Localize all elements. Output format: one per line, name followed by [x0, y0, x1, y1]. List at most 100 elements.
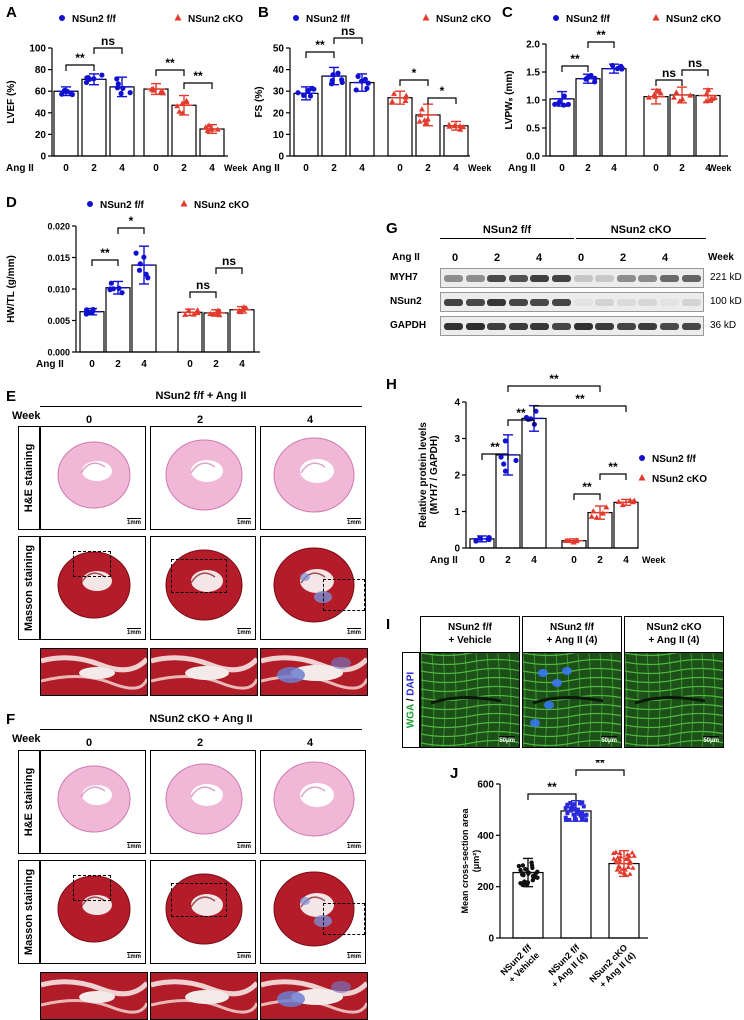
significance-bracket: [681, 69, 709, 76]
wb-band: [616, 275, 636, 282]
x-tick-label: 0: [187, 359, 193, 370]
wb-header-ff: NSun2 f/f: [482, 224, 532, 236]
data-point: [578, 813, 583, 818]
data-point: [176, 108, 183, 114]
data-point: [159, 88, 166, 94]
significance-label: **: [575, 392, 585, 406]
x-axis-week-label: Week: [468, 163, 492, 173]
y-tick-label: 10: [273, 130, 285, 141]
data-point: [711, 94, 718, 101]
x-axis-angii-label: Ang II: [508, 163, 536, 174]
x-tick-label: NSun2 cKO+ Ang II (4): [587, 942, 637, 992]
data-point: [627, 871, 633, 876]
histo-f-zoom-tile-2: [260, 972, 368, 1020]
significance-label: **: [490, 440, 500, 454]
histo-e-he-tile-1: 1mm: [150, 426, 256, 530]
data-point: [580, 800, 585, 805]
y-tick-label: 2.0: [526, 40, 540, 51]
legend-label-ff: NSun2 f/f: [652, 454, 697, 465]
x-tick-label: 0: [397, 163, 403, 174]
zoom-region-box: [171, 883, 227, 917]
data-point: [575, 807, 580, 812]
histo-e-zoom-tile-2: [260, 648, 368, 696]
data-point: [243, 304, 250, 311]
y-tick-label: 40: [35, 108, 47, 119]
significance-label: **: [547, 780, 557, 794]
wb-band: [681, 323, 701, 330]
data-point: [561, 93, 567, 99]
significance-label: **: [549, 372, 559, 386]
data-point: [416, 118, 423, 124]
y-tick-label: 0: [40, 152, 46, 163]
wga-image-2: 50μm: [624, 652, 724, 748]
significance-bracket: [93, 47, 123, 54]
significance-label: *: [129, 214, 134, 228]
panel-label-b: B: [258, 4, 269, 21]
data-point: [513, 457, 519, 464]
significance-bracket: [481, 453, 509, 460]
wb-band: [552, 323, 571, 330]
wb-band: [660, 323, 679, 330]
data-point: [83, 79, 90, 86]
histo-f-masson-tile-1: 1mm: [150, 860, 256, 964]
y-tick-label: 200: [477, 882, 494, 893]
data-point: [402, 97, 409, 104]
x-tick-label: 2: [597, 555, 603, 566]
legend-label-ff: NSun2 f/f: [100, 200, 145, 211]
significance-label: **: [595, 760, 605, 770]
wb-band: [465, 275, 485, 282]
wb-band: [530, 323, 550, 330]
data-point: [556, 100, 562, 106]
x-axis-week-label: Week: [224, 163, 248, 173]
wb-strip-gapdh: [440, 316, 704, 336]
legend-label-cko: NSun2 cKO: [666, 14, 721, 25]
data-point: [422, 120, 429, 126]
wb-band: [595, 299, 615, 306]
histo-e-masson-tile-1: 1mm: [150, 536, 256, 640]
histo-f-week-4: 4: [307, 737, 314, 749]
panel-label-g: G: [386, 220, 398, 237]
y-tick-label: 0: [488, 934, 494, 945]
x-tick-label: 4: [239, 359, 245, 370]
data-point: [355, 73, 361, 79]
y-tick-label: 600: [477, 780, 494, 791]
x-tick-label: 0: [653, 163, 659, 174]
significance-bracket: [183, 82, 213, 89]
y-tick-label: 2: [454, 471, 460, 482]
wb-strip-nsun2: [440, 292, 704, 312]
scale-bar: 1mm: [346, 628, 362, 636]
histo-e-row-masson: Masson staining: [18, 536, 40, 640]
wb-band: [487, 323, 507, 330]
x-tick-label: 4: [623, 555, 629, 566]
wb-size-gapdh: 36 kD: [710, 320, 737, 331]
wb-band: [508, 275, 528, 282]
y-tick-label: 0.0: [526, 152, 540, 163]
data-point: [552, 101, 558, 107]
data-point: [305, 87, 311, 94]
significance-label: ns: [196, 278, 210, 292]
data-point: [460, 124, 467, 130]
wb-band: [530, 299, 550, 306]
wb-week-4: 2: [620, 252, 627, 264]
wb-band: [573, 275, 593, 282]
significance-label: *: [440, 84, 445, 98]
significance-bracket: [215, 267, 243, 274]
wb-band: [595, 323, 615, 330]
data-point: [563, 806, 568, 811]
wb-week-2: 4: [536, 252, 543, 264]
legend-marker-ff: [553, 15, 559, 21]
data-point: [615, 854, 621, 860]
y-tick-label: 20: [273, 108, 285, 119]
data-point: [584, 818, 589, 823]
wb-week-0: 0: [452, 252, 459, 264]
y-axis-label: Mean cross-section area(μm²): [460, 807, 481, 913]
significance-bracket: [65, 64, 95, 71]
data-point: [529, 863, 535, 868]
hwtl-chart: NSun2 f/f NSun2 cKO 0.000 0.005 0.010 0.015 0.…: [6, 200, 260, 370]
histo-e-he-tile-0: 1mm: [40, 426, 146, 530]
x-tick-label: 4: [705, 163, 711, 174]
bar: [203, 312, 229, 353]
significance-label: **: [75, 51, 85, 65]
histo-f-zoom-tile-1: [150, 972, 258, 1020]
data-point: [614, 867, 620, 872]
